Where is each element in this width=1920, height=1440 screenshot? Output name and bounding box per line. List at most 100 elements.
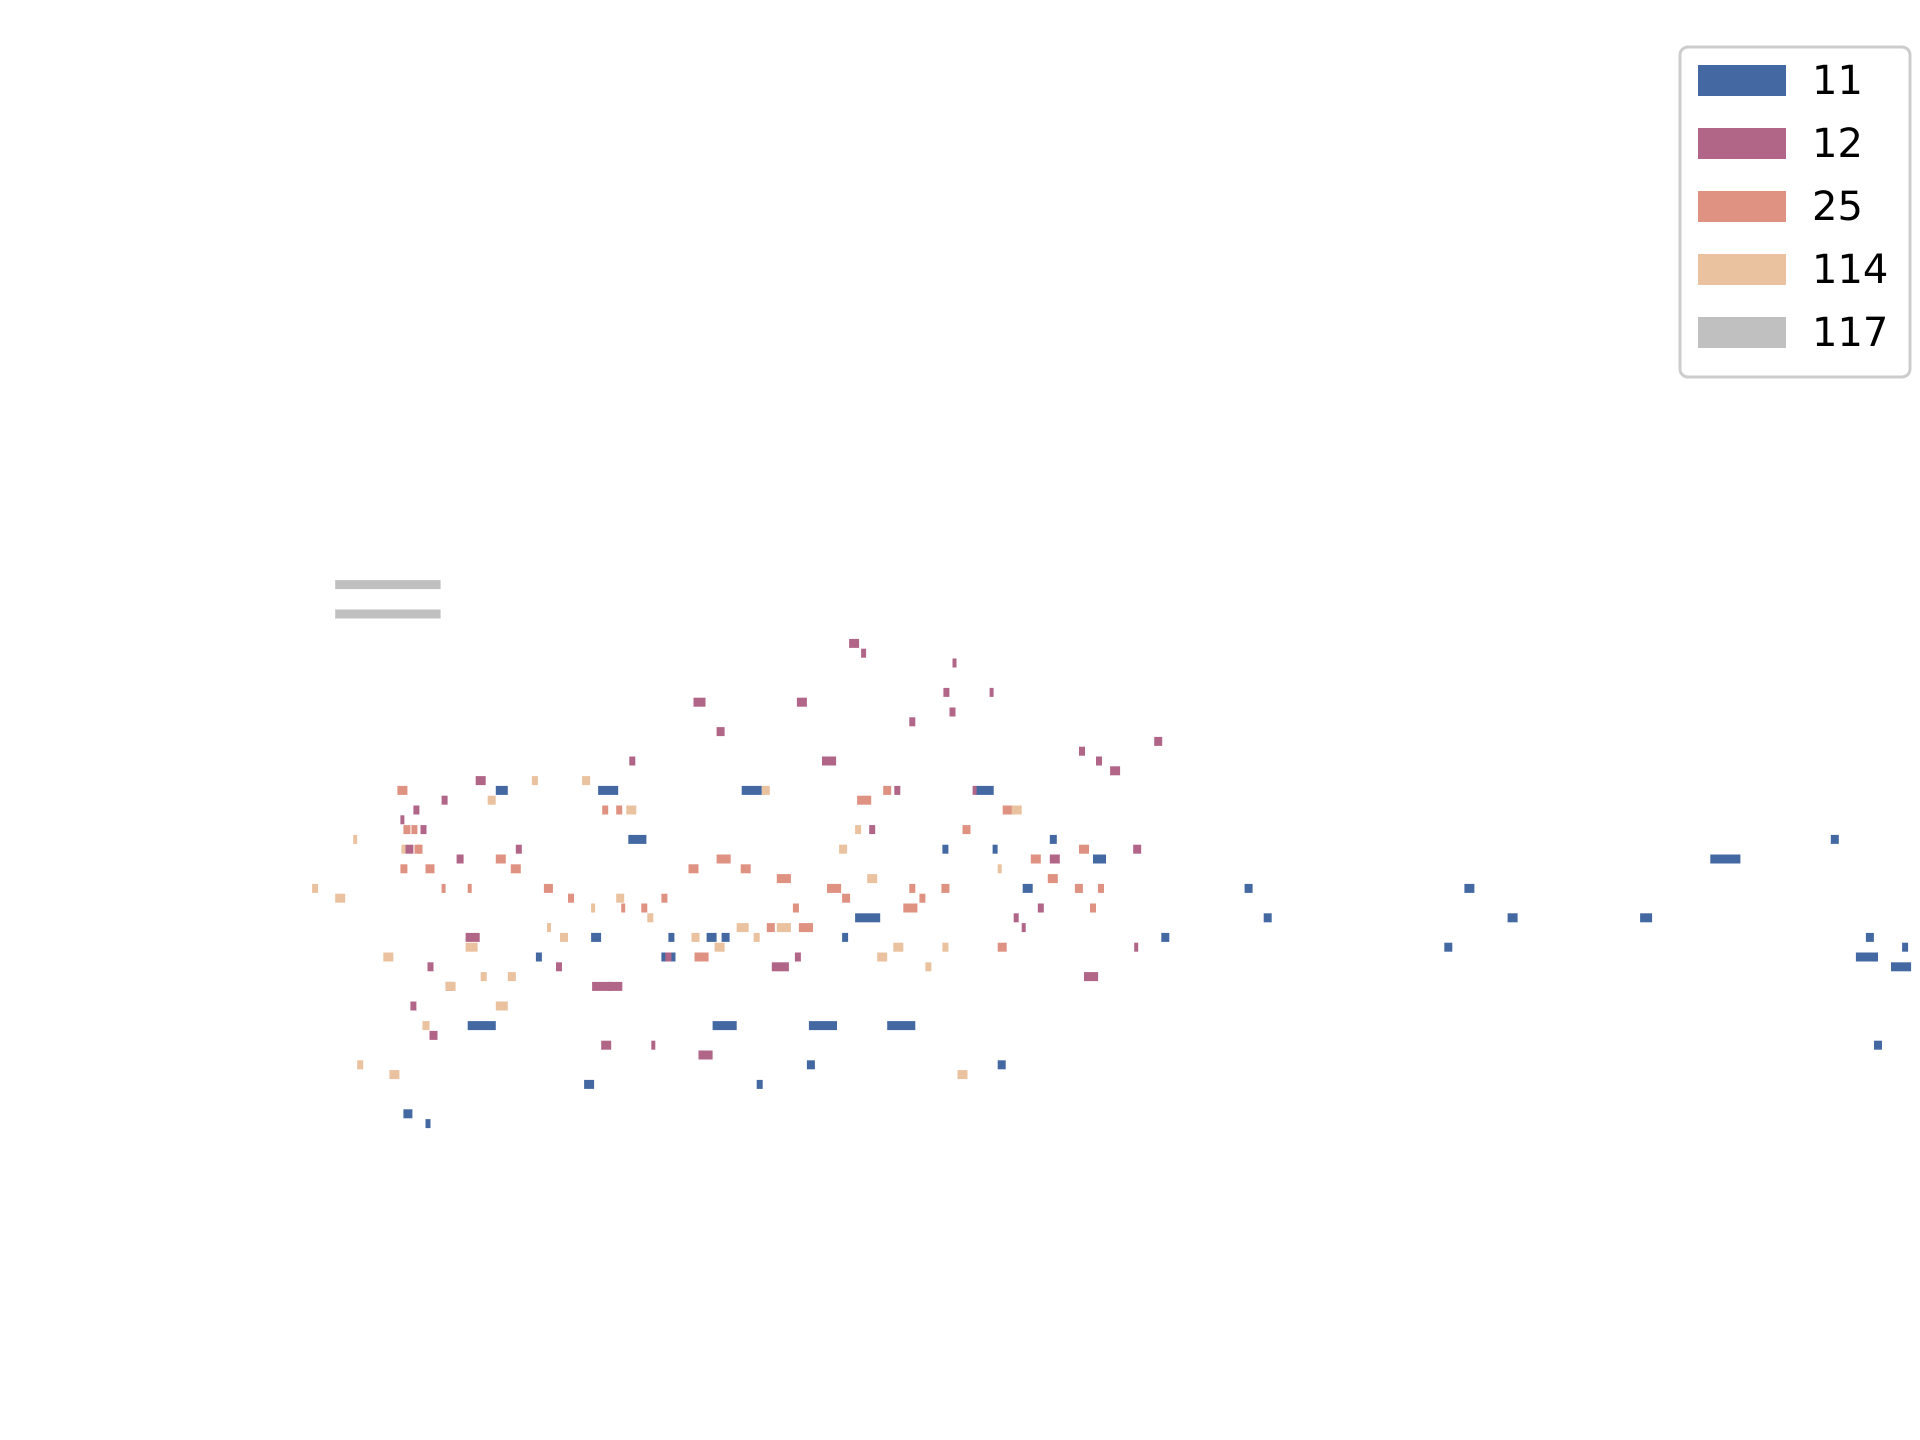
- note-114: [877, 952, 888, 962]
- note-12: [1154, 736, 1163, 746]
- note-11: [628, 834, 647, 844]
- note-11: [997, 1060, 1006, 1070]
- legend-label-25: 25: [1812, 184, 1863, 230]
- note-114: [714, 942, 725, 952]
- note-114: [560, 932, 568, 942]
- note-12: [1013, 913, 1019, 923]
- legend-swatch-114: [1698, 254, 1786, 285]
- note-114: [867, 874, 878, 884]
- note-25: [1074, 883, 1083, 893]
- note-11: [1464, 883, 1475, 893]
- note-11: [403, 1109, 413, 1119]
- note-25: [883, 785, 892, 795]
- legend-swatch-12: [1698, 128, 1786, 159]
- note-12: [943, 687, 950, 697]
- note-114: [547, 923, 551, 933]
- note-25: [1098, 883, 1104, 893]
- note-12: [796, 697, 807, 707]
- note-114: [335, 893, 346, 903]
- note-25: [827, 883, 842, 893]
- note-12: [716, 727, 725, 737]
- note-11: [1161, 932, 1170, 942]
- note-25: [694, 952, 709, 962]
- note-114: [691, 932, 700, 942]
- note-12: [1134, 942, 1139, 952]
- note-25: [716, 854, 731, 864]
- note-25: [543, 883, 553, 893]
- note-12: [1079, 746, 1085, 756]
- note-25: [641, 903, 648, 913]
- note-11: [808, 1021, 837, 1031]
- note-12: [1037, 903, 1044, 913]
- note-12: [592, 981, 613, 991]
- note-12: [629, 756, 636, 766]
- note-11: [584, 1079, 595, 1089]
- series-12: [400, 638, 1163, 1060]
- note-114: [507, 972, 516, 982]
- note-114: [942, 942, 949, 952]
- note-12: [1084, 972, 1099, 982]
- note-12: [894, 785, 901, 795]
- note-25: [919, 893, 926, 903]
- note-117: [335, 609, 441, 619]
- note-11: [942, 844, 949, 854]
- note-11: [806, 1060, 815, 1070]
- note-12: [849, 638, 860, 648]
- note-12: [822, 756, 837, 766]
- series-117: [335, 580, 441, 619]
- note-114: [480, 972, 487, 982]
- note-25: [842, 893, 851, 903]
- note-25: [798, 923, 813, 933]
- note-25: [1090, 903, 1096, 913]
- note-11: [467, 1021, 496, 1031]
- note-25: [688, 864, 699, 874]
- series-25: [397, 785, 1104, 962]
- note-11: [1507, 913, 1518, 923]
- note-11: [425, 1119, 431, 1129]
- note-12: [952, 658, 957, 668]
- note-12: [410, 1001, 417, 1011]
- legend-label-114: 114: [1812, 247, 1888, 293]
- note-114: [487, 795, 496, 805]
- legend-swatch-117: [1698, 317, 1786, 348]
- note-25: [510, 864, 521, 874]
- note-114: [776, 923, 791, 933]
- series-114: [312, 776, 1022, 1080]
- note-114: [591, 903, 596, 913]
- note-114: [893, 942, 904, 952]
- note-11: [887, 1021, 916, 1031]
- note-11: [855, 913, 881, 923]
- note-11: [1710, 854, 1741, 864]
- note-12: [608, 981, 623, 991]
- note-12: [465, 932, 480, 942]
- note-12: [429, 1030, 438, 1040]
- note-11: [842, 932, 849, 942]
- note-12: [794, 952, 801, 962]
- note-114: [582, 776, 591, 786]
- note-12: [441, 795, 448, 805]
- legend-label-11: 11: [1812, 58, 1863, 104]
- note-114: [736, 923, 749, 933]
- note-25: [1079, 844, 1089, 854]
- note-11: [741, 785, 762, 795]
- note-12: [420, 825, 427, 835]
- note-11: [712, 1021, 737, 1031]
- note-11: [1049, 834, 1057, 844]
- note-12: [693, 697, 706, 707]
- note-12: [413, 805, 420, 815]
- note-25: [740, 864, 751, 874]
- note-12: [1133, 844, 1142, 854]
- note-114: [531, 776, 538, 786]
- note-25: [441, 883, 446, 893]
- note-25: [495, 854, 506, 864]
- note-12: [475, 776, 486, 786]
- note-12: [405, 844, 414, 854]
- note-12: [665, 952, 672, 962]
- note-25: [1047, 874, 1058, 884]
- note-12: [1021, 923, 1026, 933]
- note-12: [651, 1040, 656, 1050]
- note-11: [598, 785, 619, 795]
- note-114: [312, 883, 319, 893]
- note-11: [1022, 883, 1033, 893]
